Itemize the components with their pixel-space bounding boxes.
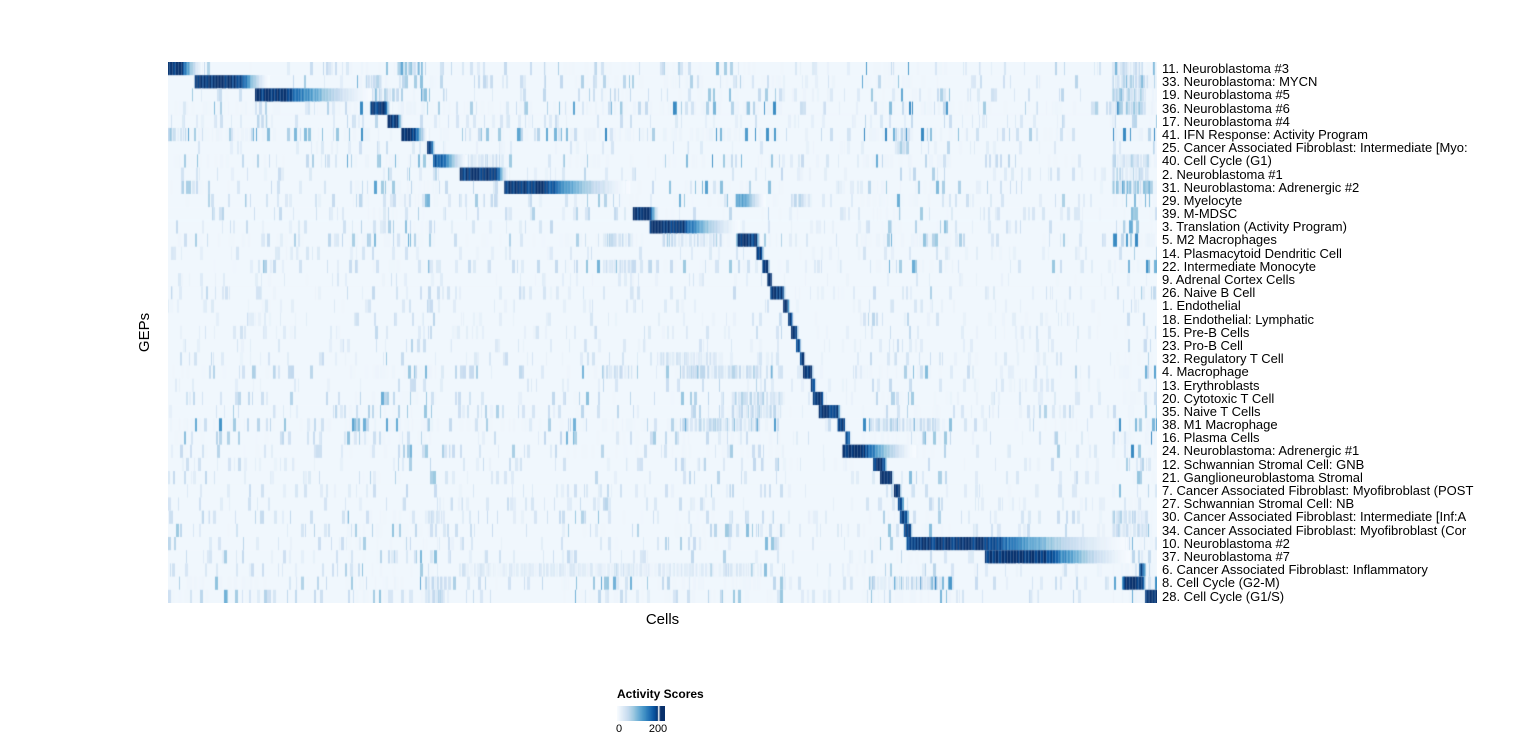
row-label: 12. Schwannian Stromal Cell: GNB xyxy=(1162,456,1365,472)
heatmap-canvas xyxy=(168,62,1157,603)
row-label: 17. Neuroblastoma #4 xyxy=(1162,113,1290,129)
row-label: 4. Macrophage xyxy=(1162,364,1249,380)
row-label: 25. Cancer Associated Fibroblast: Interm… xyxy=(1162,140,1468,156)
row-label: 19. Neuroblastoma #5 xyxy=(1162,87,1290,103)
row-label: 31. Neuroblastoma: Adrenergic #2 xyxy=(1162,179,1360,195)
x-axis-title: Cells xyxy=(645,611,680,628)
y-axis-title-text: GEPs xyxy=(136,312,154,353)
row-label: 15. Pre-B Cells xyxy=(1162,324,1250,340)
row-label: 23. Pro-B Cell xyxy=(1162,337,1243,353)
row-label: 6. Cancer Associated Fibroblast: Inflamm… xyxy=(1162,562,1428,578)
row-label: 21. Ganglioneuroblastoma Stromal xyxy=(1162,469,1363,485)
row-label: 34. Cancer Associated Fibroblast: Myofib… xyxy=(1162,522,1467,538)
legend-gradient-bar xyxy=(617,706,665,721)
row-label: 39. M-MDSC xyxy=(1162,206,1238,222)
row-label: 20. Cytotoxic T Cell xyxy=(1162,390,1275,406)
row-labels-column: 11. Neuroblastoma #3 33. Neuroblastoma: M… xyxy=(1162,62,1540,603)
row-label: 5. M2 Macrophages xyxy=(1162,232,1277,248)
row-label: 9. Adrenal Cortex Cells xyxy=(1162,272,1295,287)
row-label: 32. Regulatory T Cell xyxy=(1162,351,1284,367)
row-label: 27. Schwannian Stromal Cell: NB xyxy=(1162,496,1355,512)
row-label: 26. Naive B Cell xyxy=(1162,285,1256,301)
row-label: 29. Myelocyte xyxy=(1162,192,1243,208)
legend-title: Activity Scores xyxy=(617,687,704,701)
row-label: 36. Neuroblastoma #6 xyxy=(1162,100,1290,116)
row-label: 1. Endothelial xyxy=(1162,298,1241,314)
legend-ticks: 0 200 xyxy=(615,723,737,737)
y-axis-title: GEPs xyxy=(131,62,159,603)
row-label: 10. Neuroblastoma #2 xyxy=(1162,535,1290,551)
row-label: 37. Neuroblastoma #7 xyxy=(1162,548,1290,564)
row-label: 40. Cell Cycle (G1) xyxy=(1162,153,1272,169)
row-label: 13. Erythroblasts xyxy=(1162,377,1260,393)
row-label: 35. Naive T Cells xyxy=(1162,403,1261,419)
row-label: 22. Intermediate Monocyte xyxy=(1162,258,1316,274)
row-label: 18. Endothelial: Lymphatic xyxy=(1162,311,1315,327)
row-label: 2. Neuroblastoma #1 xyxy=(1162,166,1283,182)
row-label: 28. Cell Cycle (G1/S) xyxy=(1162,588,1285,604)
row-label: 3. Translation (Activity Program) xyxy=(1162,219,1347,235)
colorbar-legend: Activity Scores 0 200 xyxy=(615,687,737,737)
row-label: 24. Neuroblastoma: Adrenergic #1 xyxy=(1162,443,1360,459)
row-label: 16. Plasma Cells xyxy=(1162,430,1260,446)
legend-tick-min: 0 xyxy=(615,723,623,735)
row-label: 8. Cell Cycle (G2-M) xyxy=(1162,575,1280,591)
row-label: 14. Plasmacytoid Dendritic Cell xyxy=(1162,245,1342,261)
row-label: 7. Cancer Associated Fibroblast: Myofibr… xyxy=(1162,483,1474,498)
row-label: 41. IFN Response: Activity Program xyxy=(1162,126,1368,142)
row-label: 30. Cancer Associated Fibroblast: Interm… xyxy=(1162,509,1467,525)
row-label: 11. Neuroblastoma #3 xyxy=(1162,61,1289,76)
row-label: 33. Neuroblastoma: MYCN xyxy=(1162,74,1318,90)
row-label: 38. M1 Macrophage xyxy=(1162,417,1278,433)
legend-tick-max: 200 xyxy=(648,723,668,735)
